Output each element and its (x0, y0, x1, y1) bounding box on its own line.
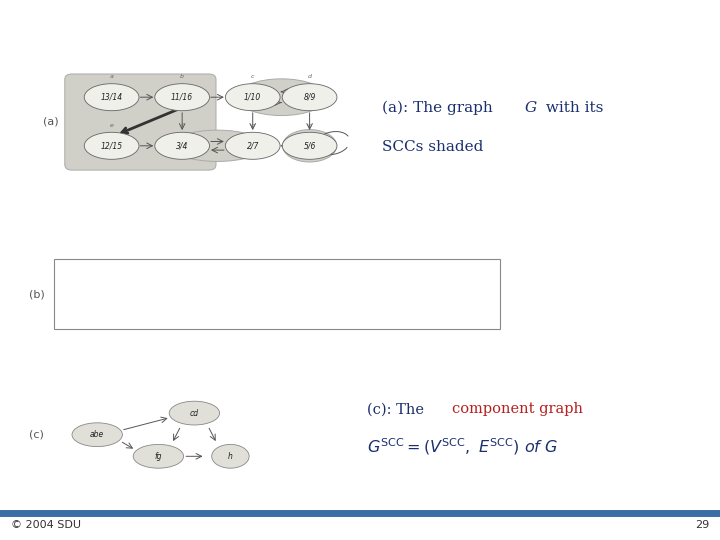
Ellipse shape (282, 84, 337, 111)
Text: (b): (b) (29, 289, 45, 299)
Ellipse shape (133, 444, 184, 468)
Text: (c): The: (c): The (367, 402, 429, 416)
Text: 29: 29 (695, 520, 709, 530)
Text: h: h (307, 123, 312, 128)
FancyBboxPatch shape (65, 74, 216, 170)
Text: (a): The graph: (a): The graph (382, 101, 498, 115)
Text: 1/10: 1/10 (244, 93, 261, 102)
Text: h: h (228, 452, 233, 461)
Ellipse shape (72, 423, 122, 447)
Text: component graph: component graph (452, 402, 583, 416)
Ellipse shape (84, 132, 139, 159)
Ellipse shape (282, 132, 337, 159)
Text: a: a (109, 75, 114, 79)
Text: 11/16: 11/16 (171, 93, 193, 102)
Ellipse shape (169, 401, 220, 425)
Text: G: G (524, 101, 536, 115)
Ellipse shape (155, 132, 210, 159)
Text: d: d (307, 75, 312, 79)
FancyBboxPatch shape (54, 259, 500, 329)
Ellipse shape (225, 132, 280, 159)
Text: 2/7: 2/7 (246, 141, 259, 150)
Ellipse shape (283, 130, 337, 162)
Text: fg: fg (155, 452, 162, 461)
Text: $G^{\mathrm{SCC}} = (V^{\mathrm{SCC}},\ E^{\mathrm{SCC}})$ of $G$: $G^{\mathrm{SCC}} = (V^{\mathrm{SCC}},\ … (367, 437, 559, 457)
Text: (c): (c) (29, 430, 44, 440)
Text: 3/4: 3/4 (176, 141, 189, 150)
Text: 5/6: 5/6 (303, 141, 316, 150)
Ellipse shape (171, 130, 264, 161)
Text: b: b (180, 75, 184, 79)
Text: 12/15: 12/15 (101, 141, 122, 150)
Text: c: c (251, 75, 254, 79)
Ellipse shape (155, 84, 210, 111)
Text: 8/9: 8/9 (303, 93, 316, 102)
Ellipse shape (212, 444, 249, 468)
Ellipse shape (236, 79, 327, 116)
Text: cd: cd (190, 409, 199, 417)
Text: (a): (a) (43, 117, 59, 126)
Text: with its: with its (541, 101, 604, 115)
Text: e: e (109, 123, 114, 128)
Text: 13/14: 13/14 (101, 93, 122, 102)
Text: abe: abe (90, 430, 104, 439)
Ellipse shape (225, 84, 280, 111)
Text: f: f (181, 123, 184, 128)
Ellipse shape (84, 84, 139, 111)
Text: © 2004 SDU: © 2004 SDU (11, 520, 81, 530)
Text: SCCs shaded: SCCs shaded (382, 140, 483, 154)
Text: g: g (251, 123, 255, 128)
